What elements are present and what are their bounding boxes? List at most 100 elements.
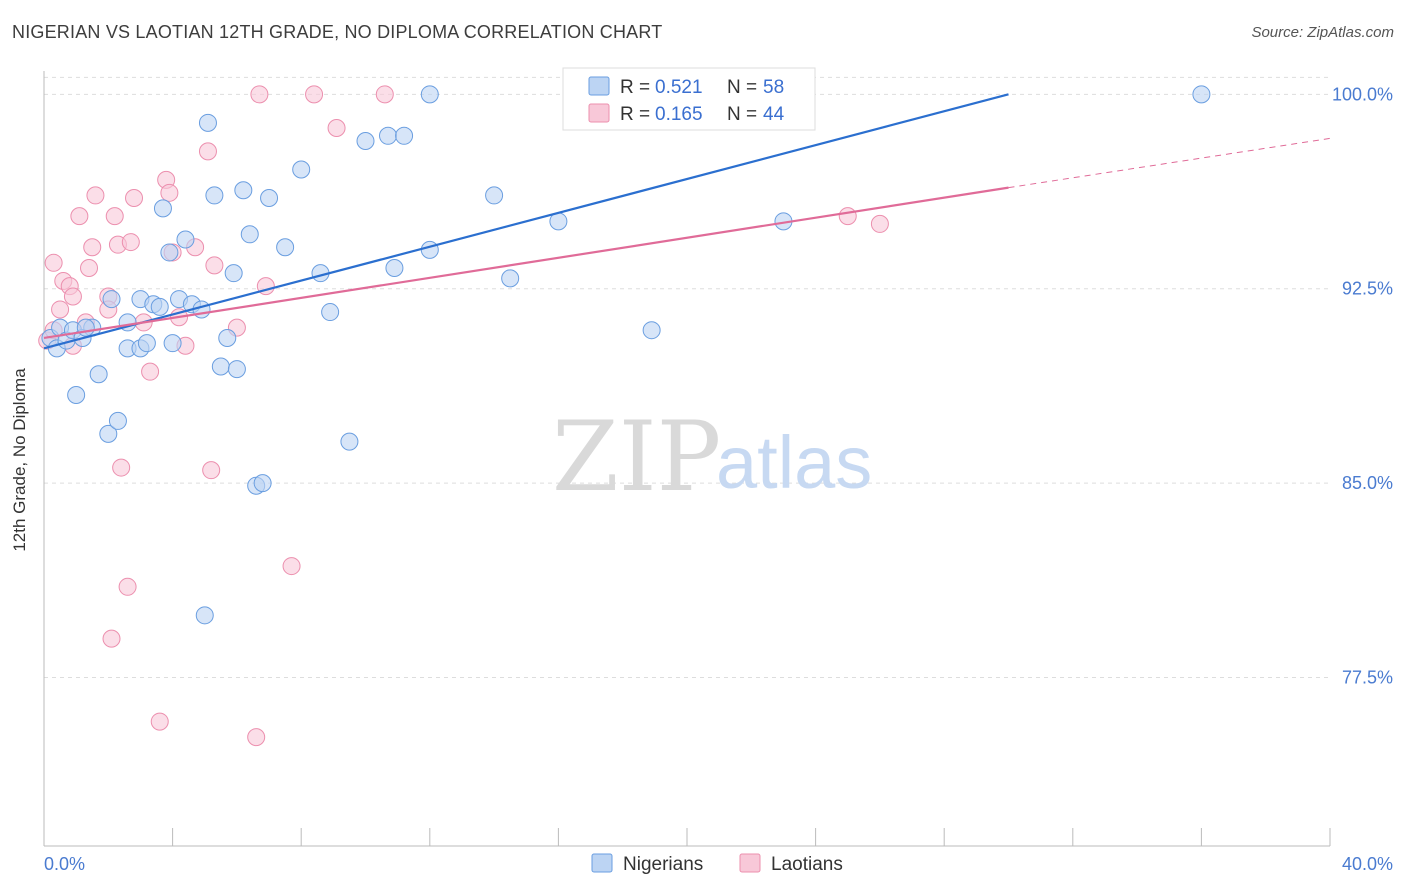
nigerian-point xyxy=(163,334,182,353)
nigerian-point xyxy=(501,269,520,288)
laotian-point xyxy=(44,253,63,272)
nigerian-point xyxy=(108,411,127,430)
y-tick-label: 92.5% xyxy=(1342,279,1393,299)
nigerian-point xyxy=(224,264,243,283)
watermark-zip: ZIP xyxy=(552,401,721,513)
nigerian-point xyxy=(420,240,439,259)
nigerian-point xyxy=(485,186,504,205)
laotian-point xyxy=(375,85,394,104)
laotian-point xyxy=(141,362,160,381)
nigerian-point xyxy=(321,303,340,322)
nigerian-point xyxy=(176,230,195,249)
legend-r-value-nigerians: 0.521 xyxy=(655,77,703,98)
legend-n-value-nigerians: 58 xyxy=(763,77,784,98)
nigerian-point xyxy=(198,113,217,132)
trend-lines xyxy=(43,93,1331,350)
legend-r-label: R = xyxy=(620,104,650,125)
laotian-point xyxy=(327,119,346,138)
series-legend-swatch-nigerians xyxy=(591,853,613,873)
nigerian-point xyxy=(420,85,439,104)
laotian-point xyxy=(198,142,217,161)
nigerian-point xyxy=(137,334,156,353)
nigerian-point xyxy=(340,432,359,451)
x-tick-labels: 0.0% 40.0% xyxy=(44,854,1393,874)
laotian-point xyxy=(282,557,301,576)
laotian-point xyxy=(205,256,224,275)
laotian-point xyxy=(112,458,131,477)
legend-n-value-laotians: 44 xyxy=(763,104,785,125)
laotian-point xyxy=(305,85,324,104)
nigerian-point xyxy=(211,357,230,376)
y-tick-label: 85.0% xyxy=(1342,473,1393,493)
nigerian-point xyxy=(642,321,661,340)
legend-n-label: N = xyxy=(727,104,757,125)
nigerian-point xyxy=(195,606,214,625)
nigerian-point xyxy=(67,385,86,404)
laotian-point xyxy=(160,183,179,202)
axes xyxy=(43,71,1331,847)
series-legend: Nigerians Laotians xyxy=(591,853,843,875)
series-legend-label-nigerians: Nigerians xyxy=(623,854,703,875)
laotian-point xyxy=(86,186,105,205)
nigerian-points xyxy=(41,85,1211,625)
nigerian-point xyxy=(89,365,108,384)
nigerian-point xyxy=(260,189,279,208)
laotian-point xyxy=(83,238,102,257)
legend-r-label: R = xyxy=(620,77,650,98)
laotian-point xyxy=(250,85,269,104)
x-tick-label: 40.0% xyxy=(1342,854,1393,874)
laotian-point xyxy=(150,712,169,731)
watermark: ZIP atlas xyxy=(552,401,872,513)
nigerian-point xyxy=(153,199,172,218)
y-tick-label: 100.0% xyxy=(1332,84,1393,104)
laotian-point xyxy=(838,207,857,226)
y-tick-labels: 100.0% 92.5% 85.0% 77.5% xyxy=(1332,84,1393,687)
nigerian-point xyxy=(292,160,311,179)
source-label: Source: ZipAtlas.com xyxy=(1251,24,1394,41)
laotian-points xyxy=(38,85,889,747)
nigerian-point xyxy=(276,238,295,257)
x-tick-label: 0.0% xyxy=(44,854,85,874)
laotian-point xyxy=(63,287,82,306)
nigerian-point xyxy=(102,290,121,309)
laotian-point xyxy=(121,233,140,252)
nigerian-point xyxy=(379,126,398,145)
laotian-point xyxy=(202,461,221,480)
trend-line-laotians xyxy=(43,186,1009,340)
series-legend-swatch-laotians xyxy=(739,853,761,873)
nigerian-point xyxy=(76,318,95,337)
laotian-point xyxy=(125,189,144,208)
nigerian-point xyxy=(240,225,259,244)
nigerian-point xyxy=(227,360,246,379)
y-tick-label: 77.5% xyxy=(1342,668,1393,688)
trend-line-extension-laotians xyxy=(1008,137,1331,189)
nigerian-point xyxy=(395,126,414,145)
nigerian-point xyxy=(99,424,118,443)
nigerian-point xyxy=(1192,85,1211,104)
nigerian-point xyxy=(160,243,179,262)
laotian-point xyxy=(247,728,266,747)
nigerian-point xyxy=(218,328,237,347)
nigerian-point xyxy=(150,297,169,316)
series-legend-label-laotians: Laotians xyxy=(771,854,843,875)
laotian-point xyxy=(870,214,889,233)
laotian-point xyxy=(80,258,99,277)
nigerian-point xyxy=(253,474,272,493)
trend-line-nigerians xyxy=(43,93,1009,350)
watermark-atlas: atlas xyxy=(716,421,872,504)
stats-legend: R = 0.521 N = 58 R = 0.165 N = 44 xyxy=(562,67,816,131)
legend-swatch-nigerians xyxy=(588,76,610,96)
legend-swatch-laotians xyxy=(588,103,610,123)
chart-title: NIGERIAN VS LAOTIAN 12TH GRADE, NO DIPLO… xyxy=(12,22,663,42)
legend-n-label: N = xyxy=(727,77,757,98)
laotian-point xyxy=(51,300,70,319)
nigerian-point xyxy=(385,258,404,277)
laotian-point xyxy=(118,577,137,596)
nigerian-point xyxy=(234,181,253,200)
nigerian-point xyxy=(205,186,224,205)
laotian-point xyxy=(102,629,121,648)
laotian-point xyxy=(70,207,89,226)
legend-r-value-laotians: 0.165 xyxy=(655,104,703,125)
laotian-point xyxy=(105,207,124,226)
